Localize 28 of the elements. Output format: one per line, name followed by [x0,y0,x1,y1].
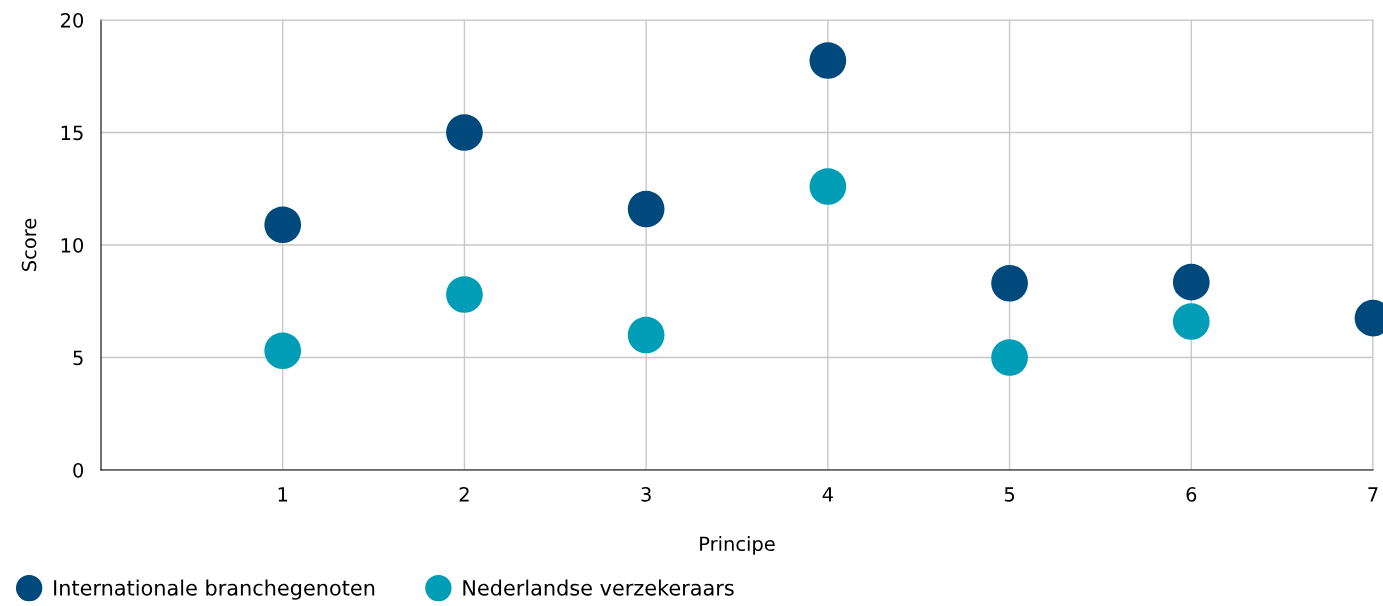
point [991,264,1028,302]
x-tick-label: 5 [1004,487,1015,502]
y-tick-label: 10 [61,237,84,253]
point [809,168,847,205]
y-tick-label: 20 [61,12,84,28]
y-axis-title: Score [21,218,37,271]
x-axis-title: Principe [700,536,775,555]
point [264,206,302,244]
y-tick-label: 15 [61,125,83,141]
x-tick-label: 1 [278,487,288,502]
point [627,190,665,228]
point [446,114,483,151]
point [446,276,483,313]
x-tick-label: 3 [641,487,651,502]
legend-label: Nederlandse verzekeraars [463,579,734,596]
x-tick-label: 4 [822,487,833,502]
x-tick-label: 6 [1186,487,1197,502]
y-tick-label: 0 [73,462,84,478]
point [1172,263,1210,301]
x-tick-label: 7 [1368,487,1378,502]
y-tick-label: 5 [73,350,83,366]
point [1172,303,1210,340]
point [627,316,665,354]
point [264,332,302,370]
legend-label: Internationale branchegenoten [54,579,375,600]
x-tick-label: 2 [459,487,469,502]
point [809,42,847,79]
point [991,339,1028,376]
